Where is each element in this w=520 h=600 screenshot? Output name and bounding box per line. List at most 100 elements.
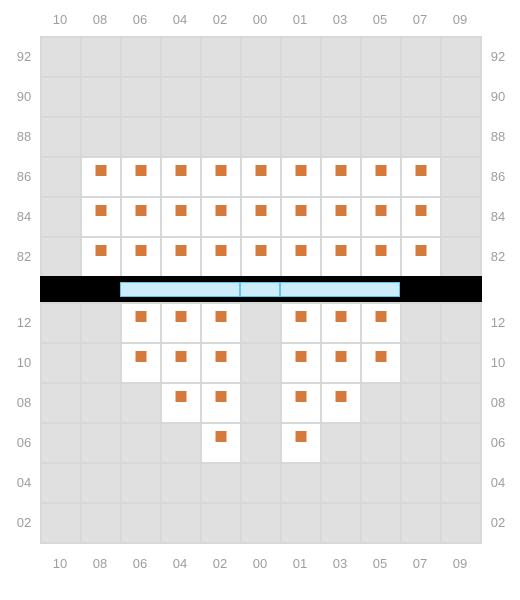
seat-cell[interactable] (201, 157, 241, 197)
row-label: 12 (10, 302, 38, 342)
seat-cell[interactable] (321, 343, 361, 383)
empty-cell (401, 463, 441, 503)
seat-icon (256, 205, 267, 216)
seat-cell[interactable] (121, 303, 161, 343)
seat-cell[interactable] (161, 343, 201, 383)
empty-cell (441, 117, 481, 157)
seat-cell[interactable] (201, 383, 241, 423)
seat-icon (376, 205, 387, 216)
empty-cell (121, 503, 161, 543)
seat-cell[interactable] (281, 343, 321, 383)
seat-cell[interactable] (321, 383, 361, 423)
col-label: 06 (120, 12, 160, 27)
seat-icon (336, 205, 347, 216)
col-label: 09 (440, 12, 480, 27)
seat-cell[interactable] (281, 303, 321, 343)
col-label: 00 (240, 556, 280, 571)
seat-cell[interactable] (281, 383, 321, 423)
seat-cell[interactable] (241, 237, 281, 277)
empty-cell (441, 463, 481, 503)
seat-cell[interactable] (81, 197, 121, 237)
empty-cell (401, 423, 441, 463)
col-label: 10 (40, 556, 80, 571)
empty-cell (441, 37, 481, 77)
empty-cell (241, 383, 281, 423)
seat-cell[interactable] (281, 423, 321, 463)
seat-cell[interactable] (201, 237, 241, 277)
seat-cell[interactable] (161, 197, 201, 237)
seat-cell[interactable] (241, 157, 281, 197)
col-labels-bottom: 1008060402000103050709 (40, 556, 480, 571)
seat-icon (296, 165, 307, 176)
seat-cell[interactable] (161, 383, 201, 423)
row-label: 06 (10, 422, 38, 462)
empty-cell (361, 503, 401, 543)
empty-cell (81, 343, 121, 383)
seat-cell[interactable] (401, 197, 441, 237)
seat-cell[interactable] (201, 197, 241, 237)
stage-segment (120, 282, 240, 297)
seat-grid-top (40, 36, 482, 278)
seat-icon (416, 245, 427, 256)
stage-segment (240, 282, 280, 297)
seat-cell[interactable] (201, 423, 241, 463)
seat-icon (296, 431, 307, 442)
empty-cell (441, 503, 481, 543)
seat-cell[interactable] (121, 237, 161, 277)
empty-cell (121, 77, 161, 117)
seatmap-stage: 1008060402000103050709 929088868482 9290… (0, 0, 520, 600)
seat-cell[interactable] (81, 157, 121, 197)
empty-cell (201, 37, 241, 77)
seat-cell[interactable] (121, 197, 161, 237)
seat-cell[interactable] (401, 237, 441, 277)
seat-cell[interactable] (241, 197, 281, 237)
seat-icon (376, 165, 387, 176)
seat-cell[interactable] (281, 237, 321, 277)
seat-cell[interactable] (321, 157, 361, 197)
empty-cell (41, 157, 81, 197)
seat-icon (336, 391, 347, 402)
seat-cell[interactable] (361, 303, 401, 343)
seat-cell[interactable] (321, 237, 361, 277)
empty-cell (41, 383, 81, 423)
seat-icon (176, 245, 187, 256)
row-label: 12 (484, 302, 512, 342)
seat-cell[interactable] (121, 343, 161, 383)
seat-cell[interactable] (401, 157, 441, 197)
seat-cell[interactable] (321, 197, 361, 237)
seat-icon (376, 245, 387, 256)
seat-cell[interactable] (161, 303, 201, 343)
seat-cell[interactable] (361, 343, 401, 383)
empty-cell (121, 423, 161, 463)
empty-cell (241, 303, 281, 343)
seat-cell[interactable] (201, 303, 241, 343)
seat-icon (296, 311, 307, 322)
seat-cell[interactable] (201, 343, 241, 383)
empty-cell (81, 463, 121, 503)
seat-cell[interactable] (281, 157, 321, 197)
seat-icon (296, 351, 307, 362)
seat-cell[interactable] (161, 157, 201, 197)
row-label: 90 (484, 76, 512, 116)
empty-cell (41, 423, 81, 463)
seat-icon (216, 205, 227, 216)
seat-cell[interactable] (361, 237, 401, 277)
empty-cell (81, 503, 121, 543)
row-labels-top-left: 929088868482 (10, 36, 38, 276)
row-labels-bottom-left: 121008060402 (10, 302, 38, 542)
seat-cell[interactable] (161, 237, 201, 277)
seat-cell[interactable] (121, 157, 161, 197)
empty-cell (121, 383, 161, 423)
col-label: 08 (80, 12, 120, 27)
col-label: 03 (320, 556, 360, 571)
seat-icon (416, 205, 427, 216)
col-label: 01 (280, 556, 320, 571)
seat-cell[interactable] (81, 237, 121, 277)
seat-cell[interactable] (361, 197, 401, 237)
empty-cell (121, 117, 161, 157)
row-label: 86 (484, 156, 512, 196)
seat-cell[interactable] (281, 197, 321, 237)
seat-cell[interactable] (361, 157, 401, 197)
seat-cell[interactable] (321, 303, 361, 343)
seat-icon (96, 205, 107, 216)
